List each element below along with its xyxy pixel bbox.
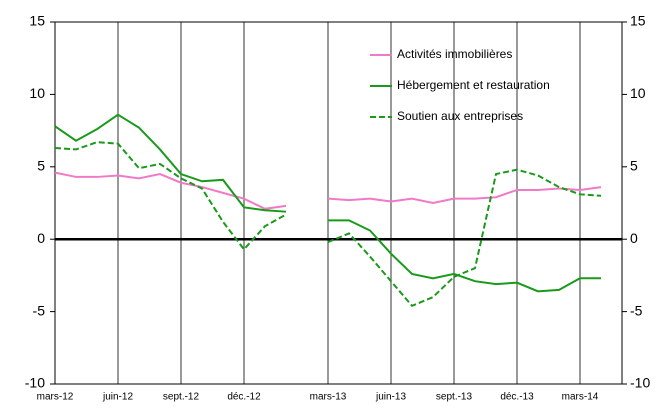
series-line <box>54 141 602 308</box>
legend-label: Activités immobilières <box>397 47 512 61</box>
legend-label: Hébergement et restauration <box>397 78 550 92</box>
x-tick-label: juin-12 <box>102 392 133 403</box>
y-tick-label: 5 <box>37 158 45 174</box>
legend-label: Soutien aux entreprises <box>397 109 523 123</box>
x-tick-label: sept.-12 <box>163 392 200 403</box>
x-tick-label: déc.-13 <box>500 392 534 403</box>
x-tick-label: sept.-13 <box>436 392 473 403</box>
x-tick-label: juin-13 <box>375 392 406 403</box>
y2-tick-label: 15 <box>630 13 646 29</box>
y-tick-label: -5 <box>33 302 46 318</box>
y-tick-label: 15 <box>29 13 45 29</box>
x-tick-label: mars-13 <box>310 392 347 403</box>
x-tick-label: mars-12 <box>37 392 74 403</box>
series-line <box>54 171 602 210</box>
plot-frame <box>54 21 623 385</box>
y-tick-label: -10 <box>25 375 45 391</box>
y2-tick-label: -5 <box>630 302 643 318</box>
y-tick-label: 0 <box>37 230 45 246</box>
y-tick-label: 10 <box>29 85 45 101</box>
y2-tick-label: 5 <box>630 158 638 174</box>
x-tick-label: mars-14 <box>562 392 599 403</box>
series-line <box>54 113 601 293</box>
x-tick-label: déc.-12 <box>227 392 261 403</box>
y2-tick-label: -10 <box>630 375 650 391</box>
y2-tick-label: 0 <box>630 230 638 246</box>
y2-tick-label: 10 <box>630 85 646 101</box>
